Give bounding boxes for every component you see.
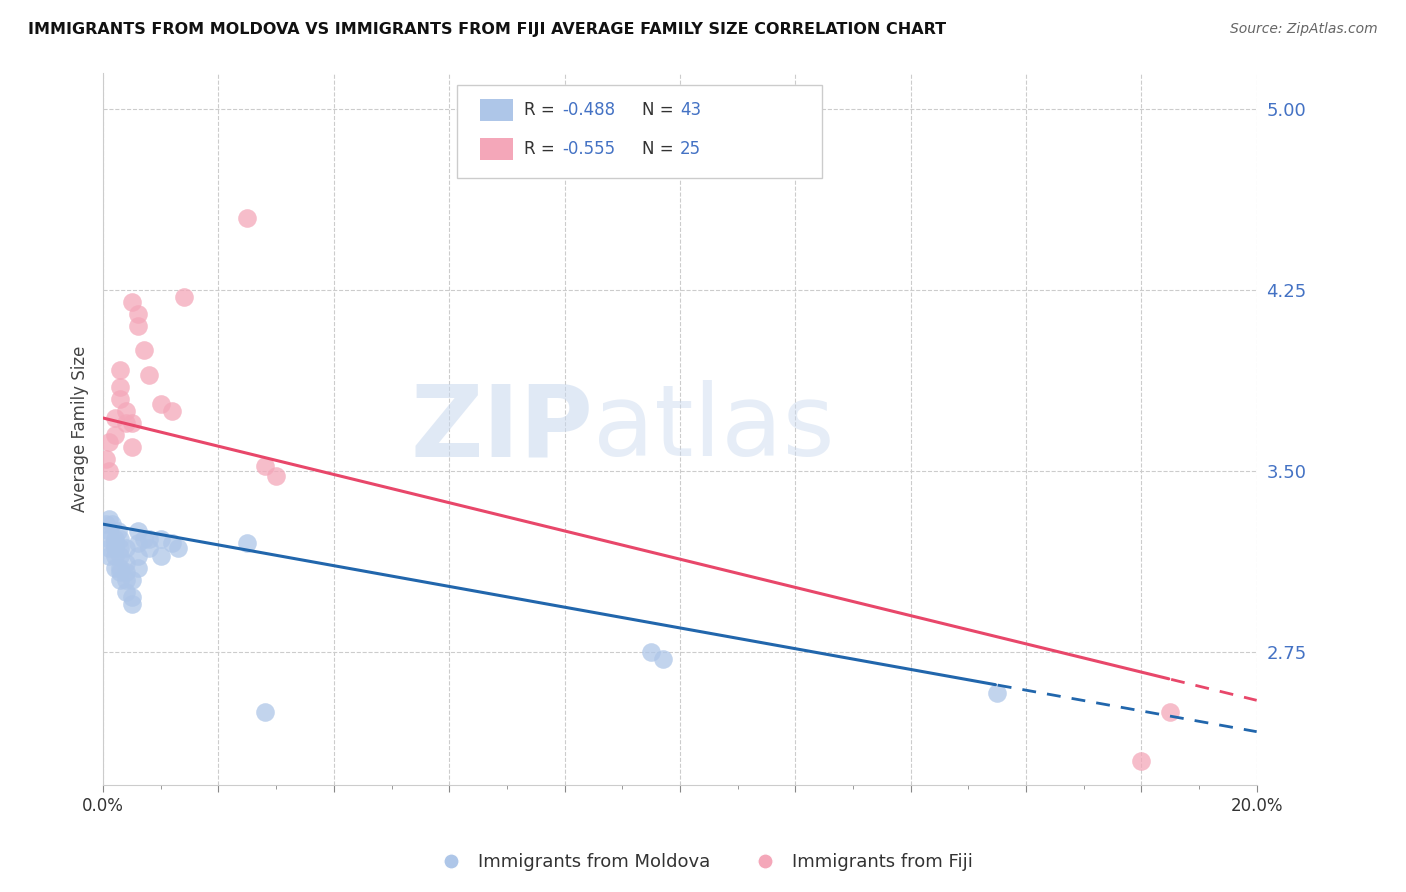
Point [97, 524, 120, 539]
Point [127, 319, 149, 334]
Point [132, 343, 155, 358]
Point [236, 536, 259, 550]
Point [121, 295, 143, 310]
Point [162, 404, 184, 418]
Point [104, 411, 127, 425]
Legend: Immigrants from Moldova, Immigrants from Fiji: Immigrants from Moldova, Immigrants from… [426, 847, 980, 879]
Point [264, 469, 287, 483]
Point [104, 549, 127, 563]
Point [97, 435, 120, 450]
Point [110, 549, 132, 563]
Point [127, 307, 149, 321]
Point [121, 416, 143, 430]
Point [127, 524, 149, 539]
Point [127, 560, 149, 574]
Point [121, 440, 143, 454]
Text: 25: 25 [681, 140, 702, 158]
Point [121, 597, 143, 611]
Point [94, 517, 117, 532]
Point [110, 541, 132, 556]
Point [115, 573, 138, 587]
Point [121, 573, 143, 587]
Point [115, 404, 138, 418]
Point [236, 211, 259, 225]
Point [107, 524, 129, 539]
Point [110, 532, 132, 546]
Point [149, 532, 172, 546]
Point [138, 368, 160, 382]
Text: 43: 43 [681, 101, 702, 119]
Text: N =: N = [641, 101, 679, 119]
Point [104, 560, 127, 574]
Point [149, 396, 172, 410]
Point [640, 645, 662, 659]
Point [115, 584, 138, 599]
Point [167, 541, 190, 556]
Point [253, 459, 276, 474]
Y-axis label: Average Family Size: Average Family Size [72, 346, 89, 512]
Point [97, 541, 120, 556]
Point [97, 464, 120, 478]
Point [162, 536, 184, 550]
Text: -0.488: -0.488 [562, 101, 616, 119]
Text: atlas: atlas [593, 380, 835, 477]
Point [651, 652, 673, 666]
Point [986, 686, 1008, 700]
Point [110, 379, 132, 393]
Text: IMMIGRANTS FROM MOLDOVA VS IMMIGRANTS FROM FIJI AVERAGE FAMILY SIZE CORRELATION : IMMIGRANTS FROM MOLDOVA VS IMMIGRANTS FR… [28, 22, 946, 37]
Point [253, 706, 276, 720]
Point [110, 392, 132, 406]
Point [173, 290, 195, 304]
Point [121, 590, 143, 604]
Point [1130, 754, 1153, 768]
Text: ZIP: ZIP [411, 380, 593, 477]
Point [138, 532, 160, 546]
Point [101, 517, 124, 532]
Point [115, 416, 138, 430]
Point [110, 363, 132, 377]
Point [138, 541, 160, 556]
Point [104, 541, 127, 556]
Bar [481, 99, 513, 120]
Bar [481, 138, 513, 160]
Point [1159, 706, 1181, 720]
Text: -0.555: -0.555 [562, 140, 616, 158]
Text: N =: N = [641, 140, 679, 158]
Point [132, 532, 155, 546]
Text: R =: R = [524, 140, 560, 158]
Point [110, 560, 132, 574]
Point [104, 428, 127, 442]
Point [115, 556, 138, 570]
Point [94, 452, 117, 467]
Point [104, 536, 127, 550]
Point [110, 566, 132, 580]
Text: R =: R = [524, 101, 560, 119]
Point [97, 549, 120, 563]
Point [115, 541, 138, 556]
Point [115, 566, 138, 580]
Point [127, 549, 149, 563]
Point [97, 512, 120, 526]
Point [110, 573, 132, 587]
Point [97, 532, 120, 546]
Point [127, 536, 149, 550]
Text: Source: ZipAtlas.com: Source: ZipAtlas.com [1230, 22, 1378, 37]
Point [104, 532, 127, 546]
FancyBboxPatch shape [457, 85, 821, 178]
Point [149, 549, 172, 563]
